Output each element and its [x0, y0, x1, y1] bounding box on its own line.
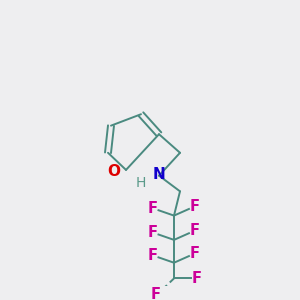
- Text: F: F: [147, 248, 157, 263]
- Text: N: N: [153, 167, 165, 182]
- Text: F: F: [190, 246, 200, 261]
- Text: O: O: [107, 164, 120, 179]
- Text: H: H: [135, 176, 146, 190]
- Text: F: F: [192, 271, 202, 286]
- Text: F: F: [147, 225, 157, 240]
- Text: F: F: [190, 223, 200, 238]
- Text: F: F: [150, 286, 161, 300]
- Text: F: F: [147, 201, 157, 216]
- Text: F: F: [190, 199, 200, 214]
